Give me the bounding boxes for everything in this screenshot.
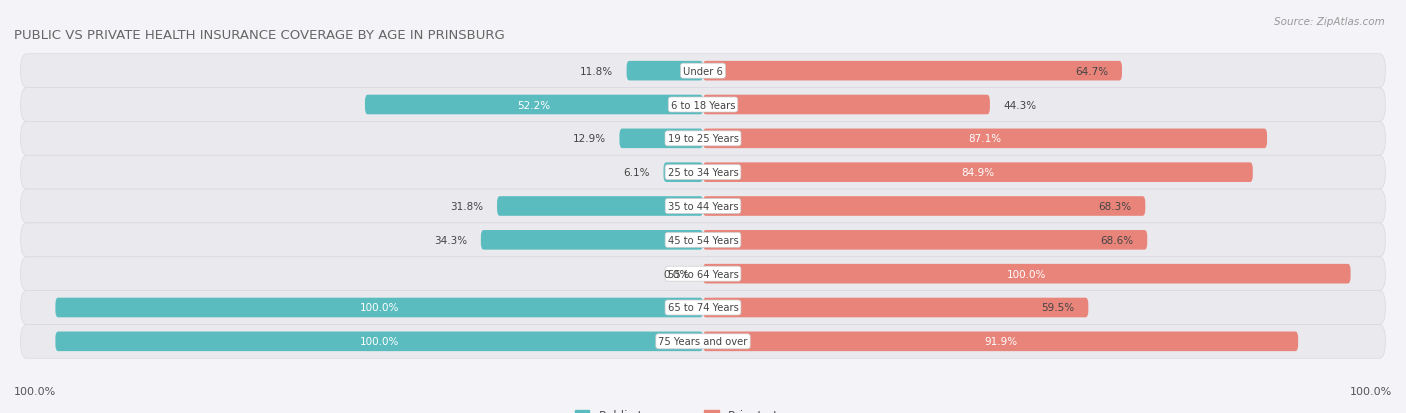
Text: 25 to 34 Years: 25 to 34 Years <box>668 168 738 178</box>
FancyBboxPatch shape <box>703 332 1298 351</box>
FancyBboxPatch shape <box>21 122 1385 156</box>
FancyBboxPatch shape <box>21 190 1385 223</box>
Text: 100.0%: 100.0% <box>1007 269 1046 279</box>
Text: 52.2%: 52.2% <box>517 100 551 110</box>
Text: 91.9%: 91.9% <box>984 337 1017 347</box>
FancyBboxPatch shape <box>703 298 1088 318</box>
Text: 34.3%: 34.3% <box>434 235 467 245</box>
FancyBboxPatch shape <box>21 88 1385 122</box>
Text: 75 Years and over: 75 Years and over <box>658 337 748 347</box>
Text: 55 to 64 Years: 55 to 64 Years <box>668 269 738 279</box>
Text: 6.1%: 6.1% <box>623 168 650 178</box>
Text: 100.0%: 100.0% <box>1350 387 1392 396</box>
Text: 11.8%: 11.8% <box>579 66 613 76</box>
Text: 19 to 25 Years: 19 to 25 Years <box>668 134 738 144</box>
Text: 68.6%: 68.6% <box>1101 235 1133 245</box>
FancyBboxPatch shape <box>703 230 1147 250</box>
FancyBboxPatch shape <box>664 163 703 183</box>
Text: 45 to 54 Years: 45 to 54 Years <box>668 235 738 245</box>
Text: 59.5%: 59.5% <box>1042 303 1074 313</box>
Text: 68.3%: 68.3% <box>1098 202 1132 211</box>
Text: 100.0%: 100.0% <box>360 337 399 347</box>
FancyBboxPatch shape <box>703 95 990 115</box>
Text: Source: ZipAtlas.com: Source: ZipAtlas.com <box>1274 17 1385 26</box>
FancyBboxPatch shape <box>21 156 1385 190</box>
Text: Under 6: Under 6 <box>683 66 723 76</box>
FancyBboxPatch shape <box>481 230 703 250</box>
Text: 6 to 18 Years: 6 to 18 Years <box>671 100 735 110</box>
FancyBboxPatch shape <box>55 298 703 318</box>
FancyBboxPatch shape <box>703 264 1351 284</box>
FancyBboxPatch shape <box>55 332 703 351</box>
Text: 12.9%: 12.9% <box>572 134 606 144</box>
FancyBboxPatch shape <box>620 129 703 149</box>
FancyBboxPatch shape <box>703 163 1253 183</box>
Text: 65 to 74 Years: 65 to 74 Years <box>668 303 738 313</box>
Text: 35 to 44 Years: 35 to 44 Years <box>668 202 738 211</box>
Text: 44.3%: 44.3% <box>1004 100 1036 110</box>
Text: 64.7%: 64.7% <box>1076 66 1108 76</box>
Text: 87.1%: 87.1% <box>969 134 1001 144</box>
Text: 100.0%: 100.0% <box>14 387 56 396</box>
Text: 31.8%: 31.8% <box>450 202 484 211</box>
Text: 0.0%: 0.0% <box>664 269 689 279</box>
FancyBboxPatch shape <box>366 95 703 115</box>
Text: 100.0%: 100.0% <box>360 303 399 313</box>
FancyBboxPatch shape <box>703 62 1122 81</box>
FancyBboxPatch shape <box>703 197 1146 216</box>
Text: 84.9%: 84.9% <box>962 168 994 178</box>
FancyBboxPatch shape <box>21 291 1385 325</box>
FancyBboxPatch shape <box>703 129 1267 149</box>
FancyBboxPatch shape <box>21 55 1385 88</box>
Text: PUBLIC VS PRIVATE HEALTH INSURANCE COVERAGE BY AGE IN PRINSBURG: PUBLIC VS PRIVATE HEALTH INSURANCE COVER… <box>14 28 505 41</box>
FancyBboxPatch shape <box>21 325 1385 358</box>
FancyBboxPatch shape <box>21 223 1385 257</box>
FancyBboxPatch shape <box>627 62 703 81</box>
FancyBboxPatch shape <box>21 257 1385 291</box>
FancyBboxPatch shape <box>498 197 703 216</box>
Legend: Public Insurance, Private Insurance: Public Insurance, Private Insurance <box>571 404 835 413</box>
